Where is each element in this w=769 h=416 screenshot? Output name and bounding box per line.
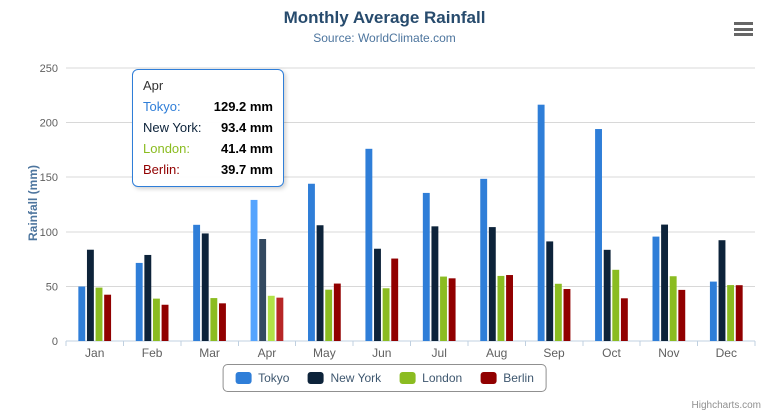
legend-item-new-york[interactable]: New York (307, 371, 381, 385)
bar-berlin-apr[interactable] (276, 297, 284, 341)
bar-tokyo-jul[interactable] (422, 192, 430, 341)
legend-item-berlin[interactable]: Berlin (480, 371, 534, 385)
bar-london-aug[interactable] (497, 275, 505, 341)
bar-london-oct[interactable] (612, 269, 620, 341)
bar-london-jan[interactable] (95, 287, 103, 341)
bar-berlin-may[interactable] (333, 283, 341, 341)
hamburger-bar (734, 33, 753, 36)
legend-swatch-berlin (480, 372, 497, 384)
y-axis-tick-label: 0 (52, 336, 58, 348)
bar-new-york-dec[interactable] (718, 240, 726, 341)
bar-tokyo-dec[interactable] (709, 281, 717, 341)
bar-london-apr[interactable] (267, 295, 275, 341)
x-axis-label: Oct (602, 346, 621, 360)
x-axis-label: Nov (658, 346, 679, 360)
x-axis-label: Jan (85, 346, 104, 360)
bar-tokyo-apr[interactable] (250, 199, 258, 341)
y-axis-tick-label: 200 (40, 118, 58, 130)
hamburger-icon[interactable] (733, 21, 754, 37)
bar-new-york-apr[interactable] (259, 239, 267, 341)
bar-london-jun[interactable] (382, 288, 390, 341)
bar-london-mar[interactable] (210, 298, 218, 341)
bar-new-york-feb[interactable] (144, 254, 152, 341)
bar-london-jul[interactable] (440, 276, 447, 341)
bar-new-york-jun[interactable] (374, 248, 381, 341)
chart-title: Monthly Average Rainfall (283, 8, 486, 27)
bar-berlin-dec[interactable] (735, 285, 743, 341)
bar-tokyo-jun[interactable] (365, 148, 373, 341)
bar-new-york-sep[interactable] (546, 241, 554, 341)
bar-tokyo-sep[interactable] (537, 104, 545, 341)
bar-new-york-may[interactable] (316, 225, 324, 341)
x-axis-label: May (313, 346, 336, 360)
legend-item-london[interactable]: London (399, 371, 462, 385)
bar-new-york-mar[interactable] (201, 233, 209, 341)
x-axis-label: Dec (716, 346, 737, 360)
bar-new-york-nov[interactable] (661, 224, 669, 341)
bar-tokyo-jan[interactable] (78, 286, 86, 341)
bar-berlin-oct[interactable] (620, 298, 628, 341)
bar-tokyo-oct[interactable] (595, 129, 602, 341)
bar-tokyo-may[interactable] (308, 183, 315, 341)
bar-berlin-feb[interactable] (161, 304, 169, 341)
legend-label: Berlin (503, 371, 534, 385)
x-axis-label: Apr (258, 346, 277, 360)
legend-label: New York (330, 371, 382, 385)
bar-berlin-mar[interactable] (219, 303, 226, 341)
bar-berlin-jan[interactable] (104, 294, 112, 341)
legend-swatch-new-york (307, 372, 324, 384)
legend-item-tokyo[interactable]: Tokyo (235, 371, 289, 385)
bar-london-dec[interactable] (727, 285, 735, 341)
bar-new-york-oct[interactable] (603, 249, 611, 341)
x-axis-label: Feb (142, 346, 163, 360)
bar-tokyo-feb[interactable] (135, 262, 143, 341)
hamburger-bar (734, 22, 753, 25)
legend: Tokyo New York London Berlin (222, 364, 547, 392)
y-axis-tick-label: 50 (46, 281, 58, 293)
x-axis-label: Mar (199, 346, 220, 360)
bar-london-feb[interactable] (152, 298, 160, 341)
x-axis-label: Aug (486, 346, 507, 360)
bar-tokyo-aug[interactable] (480, 178, 488, 341)
bar-berlin-jul[interactable] (448, 278, 456, 341)
bar-berlin-sep[interactable] (563, 289, 571, 341)
hamburger-bar (734, 27, 753, 31)
bar-london-may[interactable] (325, 289, 333, 341)
legend-swatch-tokyo (235, 372, 252, 384)
bar-london-sep[interactable] (554, 283, 562, 341)
credits-link[interactable]: Highcharts.com (691, 400, 761, 411)
x-axis-label: Sep (543, 346, 565, 360)
y-axis-tick-label: 250 (40, 63, 58, 75)
bar-tokyo-mar[interactable] (193, 224, 201, 341)
bar-tokyo-nov[interactable] (652, 236, 660, 341)
bar-berlin-aug[interactable] (506, 275, 513, 341)
bar-berlin-nov[interactable] (678, 289, 686, 341)
legend-label: London (422, 371, 463, 385)
y-axis-tick-label: 150 (40, 172, 58, 184)
bar-new-york-jul[interactable] (431, 226, 439, 341)
legend-swatch-london (399, 372, 416, 384)
legend-label: Tokyo (258, 371, 290, 385)
bar-new-york-aug[interactable] (488, 227, 496, 341)
y-axis-tick-label: 100 (40, 227, 58, 239)
y-axis-title: Rainfall (mm) (26, 164, 40, 242)
x-axis-label: Jun (372, 346, 391, 360)
bar-london-nov[interactable] (669, 276, 677, 341)
bar-berlin-jun[interactable] (391, 258, 399, 341)
bar-new-york-jan[interactable] (86, 249, 94, 341)
chart-subtitle: Source: WorldClimate.com (313, 31, 456, 45)
x-axis-label: Jul (432, 346, 447, 360)
